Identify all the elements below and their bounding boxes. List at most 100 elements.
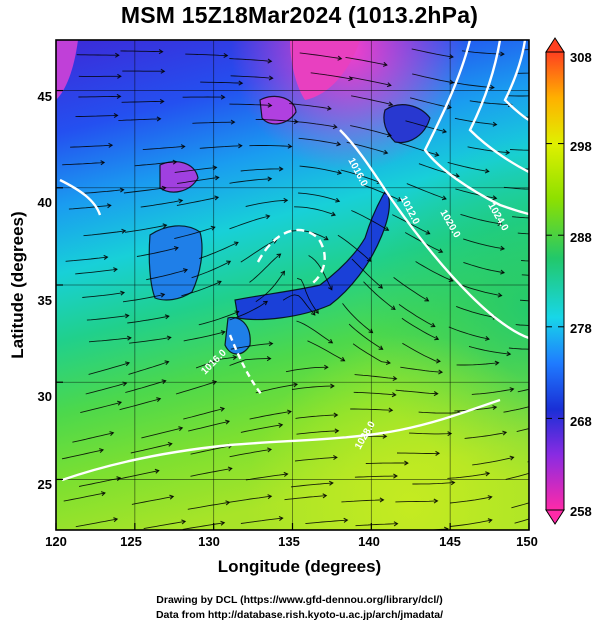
streamline-arrowhead	[99, 448, 105, 454]
axis-tick-marks	[55, 89, 530, 530]
streamline	[463, 238, 505, 250]
streamline-arrowhead	[332, 124, 338, 130]
streamline-arrowhead	[541, 402, 545, 406]
streamline-arrowhead	[391, 392, 397, 398]
streamline-arrowhead	[233, 241, 239, 247]
streamline-arrowhead	[283, 471, 289, 477]
credit-data: Data from http://database.rish.kyoto-u.a…	[155, 609, 444, 621]
streamline	[354, 475, 397, 478]
streamline	[351, 210, 389, 231]
streamline	[182, 522, 225, 530]
streamline	[174, 226, 215, 240]
streamline-arrowhead	[397, 196, 403, 202]
streamline	[412, 482, 455, 485]
streamline-arrowhead	[108, 142, 114, 148]
streamline	[351, 95, 393, 106]
streamline-arrowhead	[442, 128, 448, 134]
streamline	[183, 408, 225, 420]
streamline	[418, 411, 461, 414]
streamline-arrowhead	[156, 116, 162, 122]
streamline-arrowhead	[173, 245, 179, 251]
streamline	[146, 269, 188, 281]
colorbar-tick-label: 268	[570, 414, 592, 429]
streamline	[86, 315, 129, 321]
streamline-arrowhead	[237, 143, 243, 149]
streamline	[240, 239, 277, 263]
streamline	[341, 499, 384, 503]
streamline-arrowhead	[446, 104, 452, 110]
streamline	[412, 73, 454, 84]
streamline	[229, 358, 271, 366]
x-tick-label: 145	[439, 534, 461, 549]
isobar-1020	[423, 40, 529, 216]
streamline	[508, 347, 529, 350]
streamline	[78, 95, 121, 98]
streamline	[68, 204, 111, 210]
y-tick-label: 25	[37, 477, 52, 492]
streamline	[121, 100, 164, 103]
streamline-arrowhead	[388, 101, 394, 107]
streamline-arrowhead	[343, 517, 349, 523]
streamline	[141, 427, 183, 439]
streamline	[255, 271, 285, 303]
streamline	[185, 53, 228, 57]
streamline	[191, 260, 231, 279]
streamline-arrowhead	[430, 322, 436, 328]
streamline	[177, 176, 219, 184]
streamline	[240, 517, 283, 524]
colorbar-tick-label: 308	[570, 50, 592, 65]
streamline	[131, 496, 174, 505]
streamline-arrowhead	[219, 406, 226, 412]
streamline-arrowhead	[424, 297, 430, 302]
streamline-arrowhead	[497, 220, 503, 227]
streamline-arrowhead	[120, 290, 126, 296]
streamline-arrowhead	[283, 197, 289, 204]
streamline	[255, 383, 298, 394]
streamline-arrowhead	[122, 381, 128, 387]
streamline	[515, 324, 529, 326]
streamline	[409, 432, 452, 435]
streamline-arrowhead	[164, 360, 170, 366]
streamline	[362, 184, 402, 202]
streamline-arrowhead	[484, 168, 490, 174]
streamline	[190, 445, 232, 455]
colorbar-tick-label: 278	[570, 321, 592, 336]
streamline	[140, 199, 183, 208]
streamline	[405, 120, 447, 133]
streamline	[354, 374, 397, 380]
streamline	[245, 473, 288, 481]
streamline-arrowhead	[164, 314, 170, 320]
streamline	[472, 456, 514, 466]
streamline	[134, 161, 177, 167]
streamline-arrowhead	[124, 361, 131, 367]
streamline	[450, 496, 492, 504]
streamline-arrowhead	[499, 245, 506, 251]
streamline-arrowhead	[214, 195, 220, 201]
colorbar-tick-label: 298	[570, 139, 592, 154]
streamline	[174, 166, 217, 173]
streamline-arrowhead	[382, 61, 388, 67]
streamline	[298, 137, 341, 145]
x-tick-label: 120	[45, 534, 67, 549]
streamline	[398, 142, 439, 156]
streamline-arrowhead	[443, 526, 449, 530]
streamline-arrowhead	[386, 82, 392, 88]
streamline	[80, 401, 122, 414]
streamline	[515, 72, 529, 74]
streamline-arrowhead	[113, 113, 119, 119]
streamline	[75, 114, 118, 118]
streamline-arrowhead	[333, 412, 339, 418]
streamline-arrowhead	[393, 521, 399, 527]
streamline	[299, 165, 342, 174]
streamline	[296, 430, 339, 435]
land-masses	[56, 40, 431, 355]
streamline	[284, 495, 327, 501]
streamline	[88, 362, 130, 375]
streamline-arrowhead	[117, 73, 122, 79]
streamline-arrowhead	[492, 195, 498, 201]
streamline-arrowhead	[180, 144, 186, 150]
streamline-arrowhead	[210, 225, 216, 231]
streamline	[355, 523, 398, 527]
streamline	[350, 408, 393, 411]
x-tick-label: 125	[120, 534, 142, 549]
